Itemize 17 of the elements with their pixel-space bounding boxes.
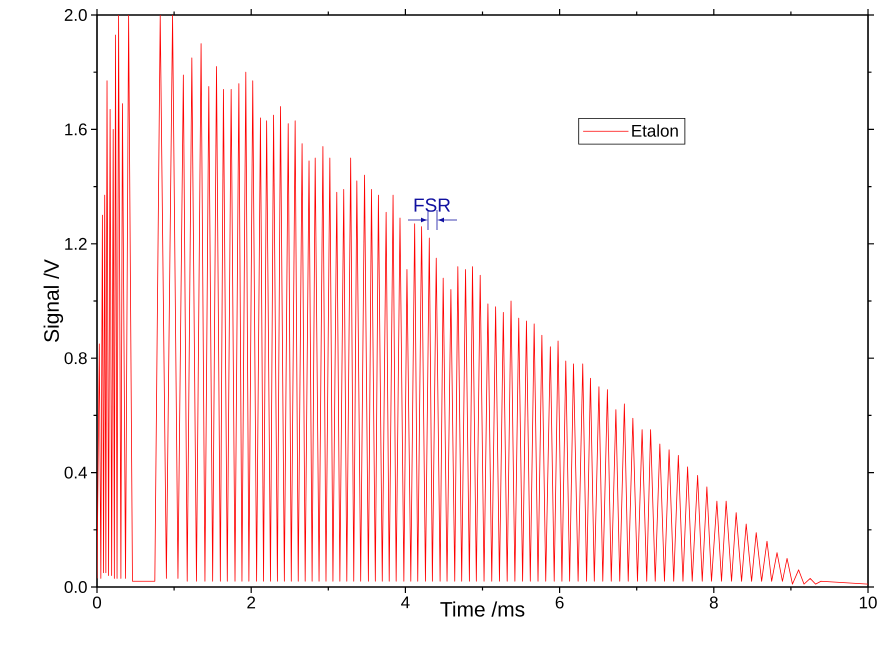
y-tick-label: 1.2 [65,238,87,250]
x-axis-title: Time /ms [440,601,524,617]
x-tick-label: 4 [401,596,410,608]
y-tick-label: 0.4 [64,466,87,479]
x-tick-label: 8 [710,596,718,609]
x-tick-label: 0 [92,596,102,609]
line-series [97,14,868,585]
y-tick-label: 2.0 [64,8,87,21]
x-tick-label: 2 [247,596,256,608]
y-tick-label: 0.8 [64,352,87,364]
x-tick-label: 10 [860,596,877,609]
annotation: FSR [414,198,450,212]
y-tick-label: 0.0 [64,581,87,593]
y-tick-label: 1.6 [65,123,87,136]
y-axis-title: Signal /V [44,259,64,342]
x-tick-label: 6 [556,596,564,609]
legend-label: Etalon [632,124,678,137]
